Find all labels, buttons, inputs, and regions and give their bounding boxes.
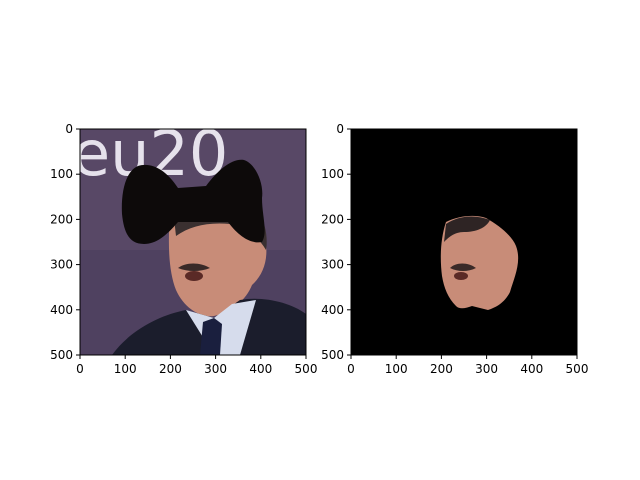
- left-mouth: [185, 271, 203, 281]
- right-image: [351, 129, 577, 355]
- right-hair: [444, 216, 490, 242]
- left-face: [168, 212, 267, 317]
- right-x-tick-label: 200: [430, 362, 453, 376]
- left-x-tick-label: 500: [295, 362, 318, 376]
- left-tie: [200, 318, 222, 355]
- left-x-tick-label: 300: [204, 362, 227, 376]
- right-y-tick-label: 400: [321, 303, 344, 317]
- right-y-tick-label: 0: [336, 122, 344, 136]
- right-x-tick-label: 0: [347, 362, 355, 376]
- right-face: [440, 215, 519, 310]
- left-x-tick-label: 200: [159, 362, 182, 376]
- left-axes-frame: [79, 128, 307, 356]
- right-x-tick-label: 400: [520, 362, 543, 376]
- left-x-tick-label: 400: [249, 362, 272, 376]
- right-y-tick-label: 100: [321, 167, 344, 181]
- right-axes-frame: [350, 128, 578, 356]
- right-mustache: [450, 263, 476, 271]
- left-y-tick-label: 400: [50, 303, 73, 317]
- right-x-tick-label: 500: [566, 362, 589, 376]
- left-y-tick-label: 0: [65, 122, 73, 136]
- left-x-tick-label: 100: [114, 362, 137, 376]
- left-image: eu20: [80, 129, 306, 355]
- right-y-tick-label: 500: [321, 348, 344, 362]
- left-y-tick-label: 500: [50, 348, 73, 362]
- left-y-tick-label: 200: [50, 212, 73, 226]
- left-mustache: [178, 263, 210, 271]
- right-mouth: [454, 272, 468, 280]
- right-y-tick-label: 300: [321, 258, 344, 272]
- left-y-tick-label: 300: [50, 258, 73, 272]
- left-x-tick-label: 0: [76, 362, 84, 376]
- right-x-tick-label: 100: [385, 362, 408, 376]
- right-x-tick-label: 300: [475, 362, 498, 376]
- left-y-tick-label: 100: [50, 167, 73, 181]
- left-mask: [121, 159, 265, 244]
- right-y-tick-label: 200: [321, 212, 344, 226]
